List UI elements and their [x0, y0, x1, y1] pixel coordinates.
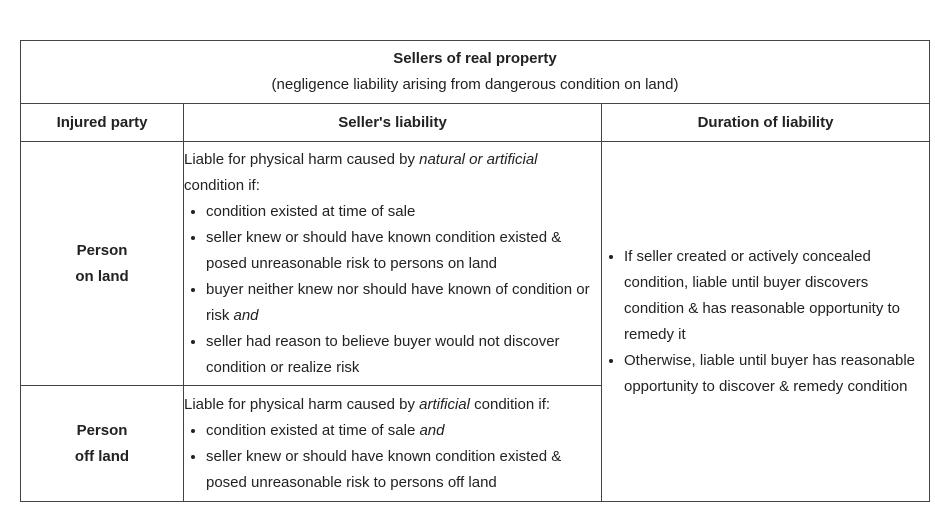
list-item: Otherwise, liable until buyer has reason… — [624, 348, 929, 400]
table-row-person-on-land: Person on land Liable for physical harm … — [20, 141, 930, 502]
table-row-person-off-land: Person off land Liable for physical harm… — [20, 385, 930, 502]
liability-cell-off-land: Liable for physical harm caused by artif… — [183, 385, 602, 502]
duration-cell: If seller created or actively concealed … — [601, 141, 930, 502]
liability-intro: Liable for physical harm caused by artif… — [184, 392, 601, 418]
list-item-text: seller knew or should have known conditi… — [206, 228, 562, 272]
list-item-text: seller had reason to believe buyer would… — [206, 332, 560, 376]
list-item-text: buyer neither knew nor should have known… — [206, 280, 590, 324]
list-item: buyer neither knew nor should have known… — [206, 277, 601, 329]
party-label-line2: off land — [74, 447, 130, 465]
liability-intro: Liable for physical harm caused by natur… — [184, 147, 601, 199]
intro-text-end: condition if: — [184, 176, 260, 194]
party-cell-off-land: Person off land — [20, 385, 184, 502]
list-item: condition existed at time of sale — [206, 199, 601, 225]
party-label-line1: Person — [76, 421, 128, 439]
table-header-row: Injured party Seller's liability Duratio… — [20, 103, 930, 142]
intro-text: Liable for physical harm caused by — [184, 395, 420, 413]
list-item-text: condition existed at time of sale — [206, 202, 416, 220]
intro-text-end: condition if: — [469, 395, 551, 413]
duration-list: If seller created or actively concealed … — [602, 244, 929, 400]
list-item: seller knew or should have known conditi… — [206, 444, 601, 496]
list-item-text: seller knew or should have known conditi… — [206, 447, 562, 491]
header-sellers-liability: Seller's liability — [183, 103, 602, 142]
party-label-line2: on land — [75, 267, 129, 285]
liability-cell-on-land: Liable for physical harm caused by natur… — [183, 141, 602, 386]
intro-emphasis: artificial — [419, 395, 470, 413]
party-cell-on-land: Person on land — [20, 141, 184, 386]
list-item: If seller created or actively concealed … — [624, 244, 929, 348]
party-label-line1: Person — [76, 241, 128, 259]
intro-emphasis: natural or artificial — [419, 150, 538, 168]
table-title-row: Sellers of real property (negligence lia… — [20, 40, 930, 104]
table-subtitle: (negligence liability arising from dange… — [271, 76, 679, 93]
intro-text: Liable for physical harm caused by — [184, 150, 420, 168]
list-item-emphasis: and — [419, 421, 445, 439]
list-item: condition existed at time of sale and — [206, 418, 601, 444]
condition-list: condition existed at time of sale seller… — [184, 199, 601, 381]
list-item: seller knew or should have known conditi… — [206, 225, 601, 277]
table-title: Sellers of real property — [393, 50, 557, 67]
list-item-text: Otherwise, liable until buyer has reason… — [624, 351, 915, 395]
condition-list: condition existed at time of sale and se… — [184, 418, 601, 496]
list-item-emphasis: and — [233, 306, 259, 324]
header-injured-party: Injured party — [20, 103, 184, 142]
liability-table: Sellers of real property (negligence lia… — [20, 40, 930, 502]
list-item: seller had reason to believe buyer would… — [206, 329, 601, 381]
list-item-text: condition existed at time of sale — [206, 421, 420, 439]
table-title-cell: Sellers of real property (negligence lia… — [20, 40, 930, 104]
list-item-text: If seller created or actively concealed … — [624, 247, 901, 343]
header-duration-of-liability: Duration of liability — [601, 103, 930, 142]
